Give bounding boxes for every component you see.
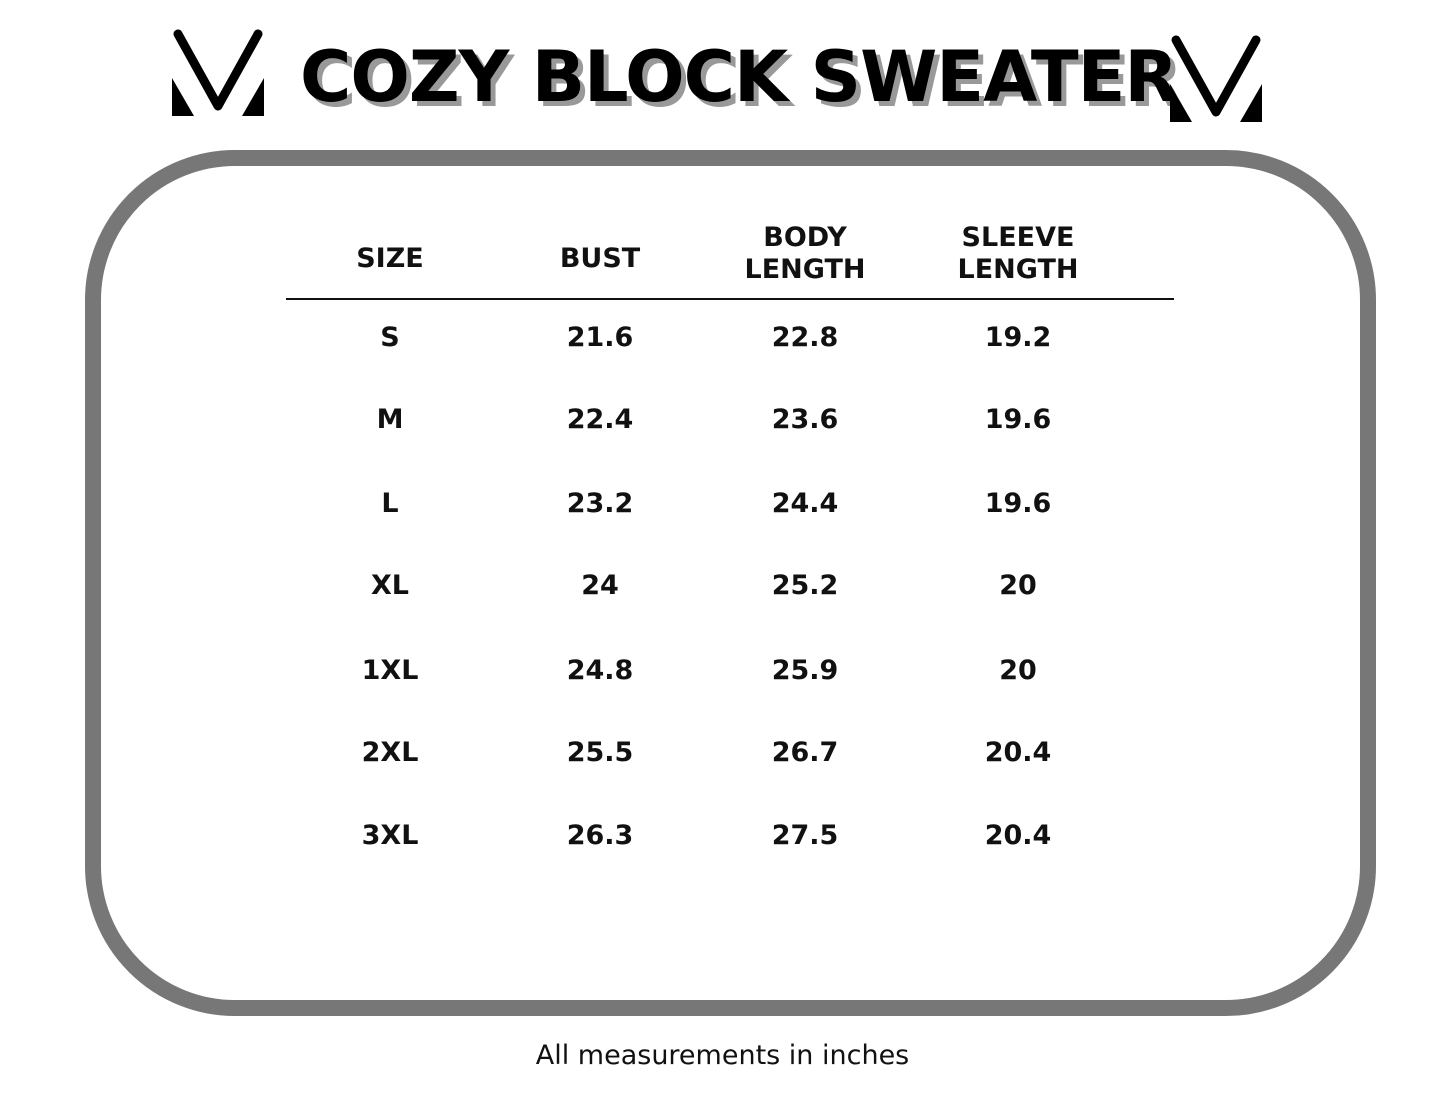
size-label: 1XL <box>361 655 419 686</box>
size-label: 3XL <box>361 820 419 851</box>
measurement-cell: 27.5 <box>771 820 839 851</box>
measurement-cell: 26.7 <box>771 737 839 768</box>
column-header: BODY LENGTH <box>695 222 915 286</box>
header-line: LENGTH <box>957 254 1079 285</box>
table-frame <box>85 150 1376 1016</box>
measurement-cell: 22.4 <box>566 404 634 435</box>
header-divider <box>286 298 1174 300</box>
measurement-cell: 23.6 <box>771 404 839 435</box>
measurement-cell: 23.2 <box>566 488 634 519</box>
measurement-cell: 20.4 <box>984 737 1052 768</box>
size-label: S <box>380 322 400 353</box>
measurement-cell: 21.6 <box>566 322 634 353</box>
measurement-cell: 24.8 <box>566 655 634 686</box>
measurement-cell: 19.6 <box>984 488 1052 519</box>
size-label: XL <box>370 570 410 601</box>
header-line: LENGTH <box>744 254 866 285</box>
size-label: 2XL <box>361 737 419 768</box>
brand-logo-icon <box>1170 35 1262 122</box>
measurement-cell: 19.2 <box>984 322 1052 353</box>
measurement-cell: 26.3 <box>566 820 634 851</box>
size-label: M <box>376 404 404 435</box>
measurement-cell: 20.4 <box>984 820 1052 851</box>
measurement-cell: 25.2 <box>771 570 839 601</box>
measurement-cell: 22.8 <box>771 322 839 353</box>
page-title: COZY BLOCK SWEATER <box>300 36 1178 118</box>
size-label: L <box>381 488 399 519</box>
brand-logo-icon <box>172 29 264 116</box>
measurement-cell: 20 <box>999 570 1037 601</box>
column-header: SLEEVE LENGTH <box>908 222 1128 286</box>
measurement-cell: 24.4 <box>771 488 839 519</box>
column-header: BUST <box>559 243 641 274</box>
measurement-cell: 20 <box>999 655 1037 686</box>
header-line: BODY <box>763 222 847 253</box>
column-header: SIZE <box>356 243 424 274</box>
header-line: SLEEVE <box>961 222 1075 253</box>
measurement-cell: 19.6 <box>984 404 1052 435</box>
measurement-note: All measurements in inches <box>535 1040 910 1071</box>
measurement-cell: 25.5 <box>566 737 634 768</box>
measurement-cell: 25.9 <box>771 655 839 686</box>
measurement-cell: 24 <box>581 570 619 601</box>
